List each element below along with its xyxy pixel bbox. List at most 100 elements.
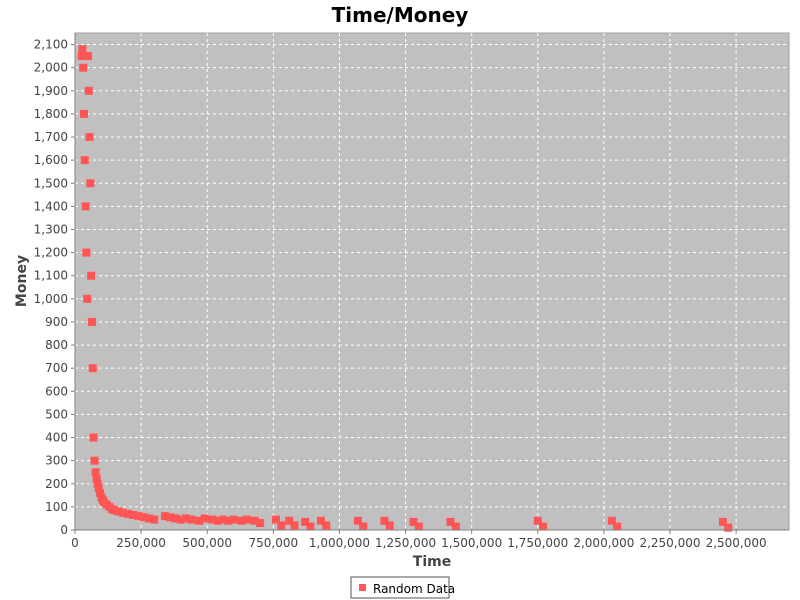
data-point [208, 515, 217, 524]
data-point [607, 516, 616, 525]
data-point [84, 86, 93, 95]
data-point [91, 468, 100, 477]
data-point [139, 513, 148, 522]
x-tick-label: 1,500,000 [441, 536, 502, 550]
data-point [256, 519, 265, 528]
data-point [718, 517, 727, 526]
data-point [200, 514, 209, 523]
y-tick-label: 1,100 [34, 269, 68, 283]
y-tick-label: 300 [45, 454, 68, 468]
chart-title: Time/Money [332, 3, 469, 27]
y-tick-label: 1,900 [34, 84, 68, 98]
data-point [87, 317, 96, 326]
data-point [182, 514, 191, 523]
y-tick-label: 1,400 [34, 199, 68, 213]
data-point [219, 515, 228, 524]
data-point [83, 52, 92, 61]
data-point [213, 516, 222, 525]
legend: Random Data [350, 576, 455, 599]
data-point [94, 484, 103, 493]
x-tick-label: 1,250,000 [375, 536, 436, 550]
x-tick-label: 1,000,000 [309, 536, 370, 550]
legend-box [350, 576, 450, 599]
data-point [134, 512, 143, 521]
data-point [78, 45, 87, 54]
data-point [385, 521, 394, 530]
data-point [322, 521, 331, 530]
legend-swatch [359, 584, 366, 591]
data-point [316, 516, 325, 525]
data-point [145, 514, 154, 523]
y-tick-label: 400 [45, 431, 68, 445]
data-point [166, 513, 175, 522]
x-tick-label: 500,000 [182, 536, 232, 550]
x-axis-ticks: 0 250,000 500,000 750,000 1,000,000 1,250,000… [71, 530, 767, 550]
data-point [176, 515, 185, 524]
data-point [724, 523, 733, 532]
x-axis-label: Time [413, 554, 451, 570]
x-tick-label: 2,250,000 [639, 536, 700, 550]
data-point [90, 456, 99, 465]
plot-area [74, 32, 790, 531]
x-tick-label: 750,000 [249, 536, 299, 550]
data-point [187, 515, 196, 524]
data-point [539, 522, 548, 531]
data-point [306, 522, 315, 531]
data-point [414, 522, 423, 531]
y-tick-label: 800 [45, 338, 68, 352]
y-tick-label: 1,600 [34, 153, 68, 167]
data-point [359, 522, 368, 531]
data-point [277, 521, 286, 530]
data-point [80, 156, 89, 165]
x-tick-label: 250,000 [116, 536, 166, 550]
data-point [85, 133, 94, 142]
x-tick-label: 2,500,000 [706, 536, 767, 550]
y-axis-label: Money [14, 255, 30, 307]
data-point [96, 489, 105, 498]
x-tick-label: 2,000,000 [573, 536, 634, 550]
y-axis-ticks: 0 100 200 300 400 500 600 700 800 900 1,000 1,100 1,… [34, 38, 75, 537]
data-point [290, 521, 299, 530]
data-point [92, 475, 101, 484]
data-point [118, 508, 127, 517]
data-points [77, 45, 733, 532]
data-point [224, 516, 233, 525]
data-point [171, 514, 180, 523]
data-point [88, 364, 97, 373]
data-point [77, 52, 86, 61]
data-point [237, 516, 246, 525]
data-point [86, 179, 95, 188]
data-point [451, 522, 460, 531]
y-tick-label: 900 [45, 315, 68, 329]
data-point [380, 516, 389, 525]
data-point [409, 517, 418, 526]
data-point [160, 512, 169, 521]
y-tick-label: 2,100 [34, 38, 68, 52]
y-tick-label: 0 [60, 523, 68, 537]
x-tick-label: 1,750,000 [507, 536, 568, 550]
data-point [446, 517, 455, 526]
y-tick-label: 700 [45, 361, 68, 375]
y-tick-label: 1,500 [34, 176, 68, 190]
data-point [82, 248, 91, 257]
data-point [301, 517, 310, 526]
data-point [271, 515, 280, 524]
data-point [150, 515, 159, 524]
data-point [89, 433, 98, 442]
y-tick-label: 2,000 [34, 61, 68, 75]
data-point [353, 516, 362, 525]
y-tick-label: 1,000 [34, 292, 68, 306]
y-tick-label: 1,700 [34, 130, 68, 144]
y-tick-label: 600 [45, 384, 68, 398]
y-tick-label: 200 [45, 477, 68, 491]
y-tick-label: 500 [45, 407, 68, 421]
data-point [81, 202, 90, 211]
data-point [87, 271, 96, 280]
data-point [242, 515, 251, 524]
x-tick-label: 0 [71, 536, 79, 550]
y-tick-label: 1,800 [34, 107, 68, 121]
legend-label: Random Data [373, 582, 455, 596]
grid-lines [75, 33, 789, 530]
data-point [123, 509, 132, 518]
